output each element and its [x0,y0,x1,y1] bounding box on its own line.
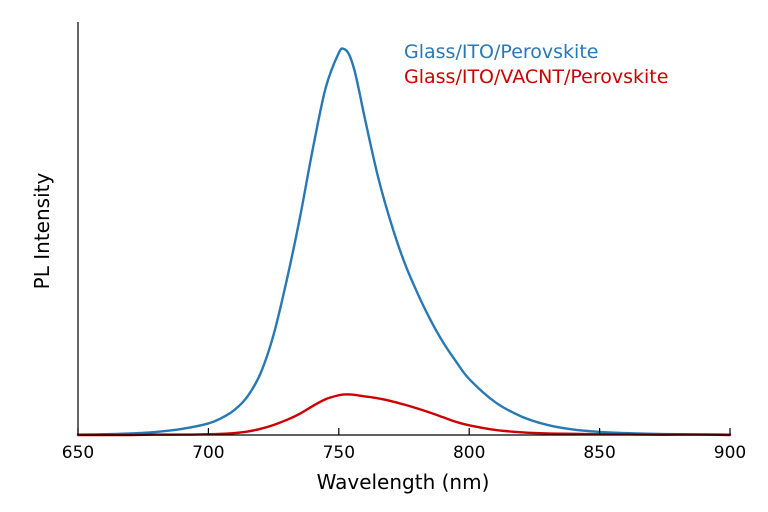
plot-area [76,47,732,437]
axes [77,22,730,436]
legend-entry-1: Glass/ITO/Perovskite [404,41,598,63]
x-tick-label-900: 900 [714,443,746,463]
legend: Glass/ITO/Perovskite Glass/ITO/VACNT/Pero… [404,41,668,88]
x-tick-label-750: 750 [323,443,355,463]
legend-entry-2: Glass/ITO/VACNT/Perovskite [404,66,668,88]
x-axis-title: Wavelength (nm) [317,470,490,494]
x-axis-ticks: 650 700 750 800 850 900 [62,428,746,463]
x-tick-label-650: 650 [62,443,94,463]
x-tick-label-800: 800 [453,443,485,463]
y-axis-title: PL Intensity [30,173,54,290]
series-line-2 [76,393,732,437]
series-line-1 [76,47,732,436]
x-tick-label-700: 700 [192,443,224,463]
x-tick-label-850: 850 [583,443,615,463]
